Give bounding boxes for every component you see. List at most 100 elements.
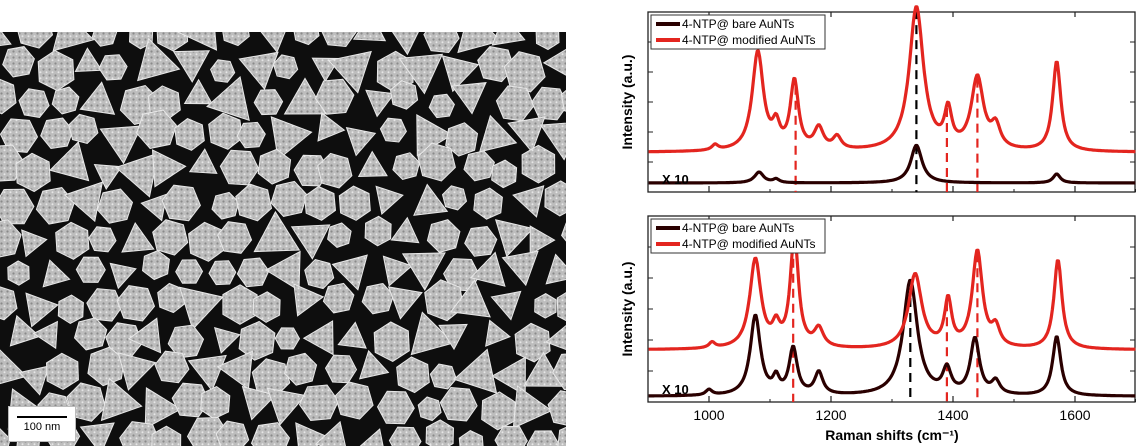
nanoparticle <box>177 32 218 51</box>
nanoparticle <box>290 224 331 260</box>
nanoparticle <box>88 226 117 253</box>
nanoparticle <box>0 219 22 258</box>
nanoparticle <box>79 81 116 115</box>
nanoparticle <box>52 32 95 52</box>
raman-panel-top: 4-NTP@ bare AuNTs 4-NTP@ modified AuNTs X … <box>619 5 1136 193</box>
legend-label: 4-NTP@ modified AuNTs <box>682 237 816 251</box>
nanoparticle <box>222 32 250 47</box>
nanoparticle <box>423 32 460 54</box>
nanoparticle <box>560 89 566 112</box>
nanoparticle <box>529 225 556 256</box>
raman-panel-bottom: 4-NTP@ bare AuNTs 4-NTP@ modified AuNTs X … <box>619 215 1136 443</box>
nanoparticle <box>490 290 522 321</box>
nanoparticle <box>464 225 498 257</box>
x-axis-label: Raman shifts (cm⁻¹) <box>825 427 958 443</box>
nanoparticle <box>331 254 368 291</box>
nanoparticle <box>523 351 564 387</box>
nanoparticle <box>547 390 566 426</box>
scale-annotation: X 10 <box>662 382 689 397</box>
scale-bar-box: 100 nm <box>8 406 76 442</box>
nanoparticle <box>116 285 156 322</box>
nanoparticle <box>453 348 498 394</box>
nanoparticle <box>539 122 566 161</box>
nanoparticle <box>98 54 128 81</box>
nanoparticle <box>478 114 518 153</box>
raman-chart: 4-NTP@ bare AuNTs 4-NTP@ modified AuNTs X … <box>619 5 1136 443</box>
nanoparticle <box>379 117 407 143</box>
nanoparticle <box>545 324 566 351</box>
nanoparticle <box>99 125 143 165</box>
nanoparticle <box>531 86 566 121</box>
nanoparticle <box>338 185 371 221</box>
nanoparticle <box>274 327 301 350</box>
nanoparticle <box>358 349 390 380</box>
nanoparticle <box>253 210 301 253</box>
nanoparticle <box>0 286 18 321</box>
nanoparticle <box>491 159 518 189</box>
nanoparticle <box>127 317 162 354</box>
nanoparticle <box>74 47 103 73</box>
nanoparticle <box>317 152 353 189</box>
nanoparticle <box>283 77 327 115</box>
nanoparticle <box>216 350 253 391</box>
nanoparticle <box>21 229 48 258</box>
nanoparticle <box>174 118 205 151</box>
nanoparticle <box>100 377 143 422</box>
nanoparticle <box>2 46 35 78</box>
nanoparticle <box>441 185 468 211</box>
nanoparticle <box>121 222 155 253</box>
nanoparticle <box>521 144 556 184</box>
nanoparticle <box>357 150 388 178</box>
nanoparticle <box>175 259 204 284</box>
nanoparticle <box>172 50 211 83</box>
nanoparticle <box>425 419 455 446</box>
scale-bar <box>17 416 67 418</box>
nanoparticle <box>463 150 495 182</box>
nanoparticle <box>512 385 553 429</box>
nanoparticle <box>364 215 392 247</box>
nanoparticle <box>534 293 557 319</box>
nanoparticle <box>156 32 189 52</box>
nanoparticle <box>327 50 372 94</box>
nanoparticle <box>270 180 308 218</box>
nanoparticle <box>37 50 75 92</box>
nanoparticle <box>413 183 449 216</box>
nanoparticle <box>552 353 566 391</box>
nanoparticle <box>321 32 357 48</box>
nanoparticle <box>284 352 318 386</box>
nanoparticle <box>236 121 266 149</box>
nanoparticle <box>236 257 270 288</box>
x-tick-label: 1600 <box>1059 407 1090 423</box>
nanoparticle <box>40 117 74 150</box>
sem-micrograph: 100 nm <box>0 32 566 446</box>
y-axis-label: Intensity (a.u.) <box>619 55 635 150</box>
series-line-1 <box>648 233 1136 351</box>
nanoparticle <box>429 363 457 390</box>
nanoparticle <box>298 384 339 422</box>
nanoparticle <box>154 350 190 384</box>
series-line-0 <box>648 143 1136 185</box>
x-tick-label: 1000 <box>693 407 724 423</box>
nanoparticle <box>361 282 395 315</box>
nanoparticle <box>25 292 59 328</box>
nanoparticle <box>494 219 534 258</box>
nanoparticle <box>445 122 479 157</box>
nanoparticle <box>152 219 189 256</box>
nanoparticle <box>491 32 526 46</box>
nanoparticle <box>17 32 54 49</box>
nanoparticle <box>91 32 118 47</box>
nanoparticle <box>75 256 106 283</box>
nanoparticle <box>324 354 358 384</box>
nanoparticle <box>45 352 79 390</box>
nanoparticle <box>428 93 455 119</box>
nanoparticle <box>238 320 276 361</box>
nanoparticle <box>32 320 58 350</box>
nanoparticle <box>136 37 181 82</box>
nanoparticle <box>457 32 502 54</box>
nanoparticle <box>314 420 346 446</box>
nanoparticle <box>561 222 566 242</box>
nanoparticle <box>73 317 108 351</box>
nanoparticle <box>141 250 170 281</box>
nanoparticle <box>327 222 352 248</box>
nanoparticle <box>35 187 75 225</box>
